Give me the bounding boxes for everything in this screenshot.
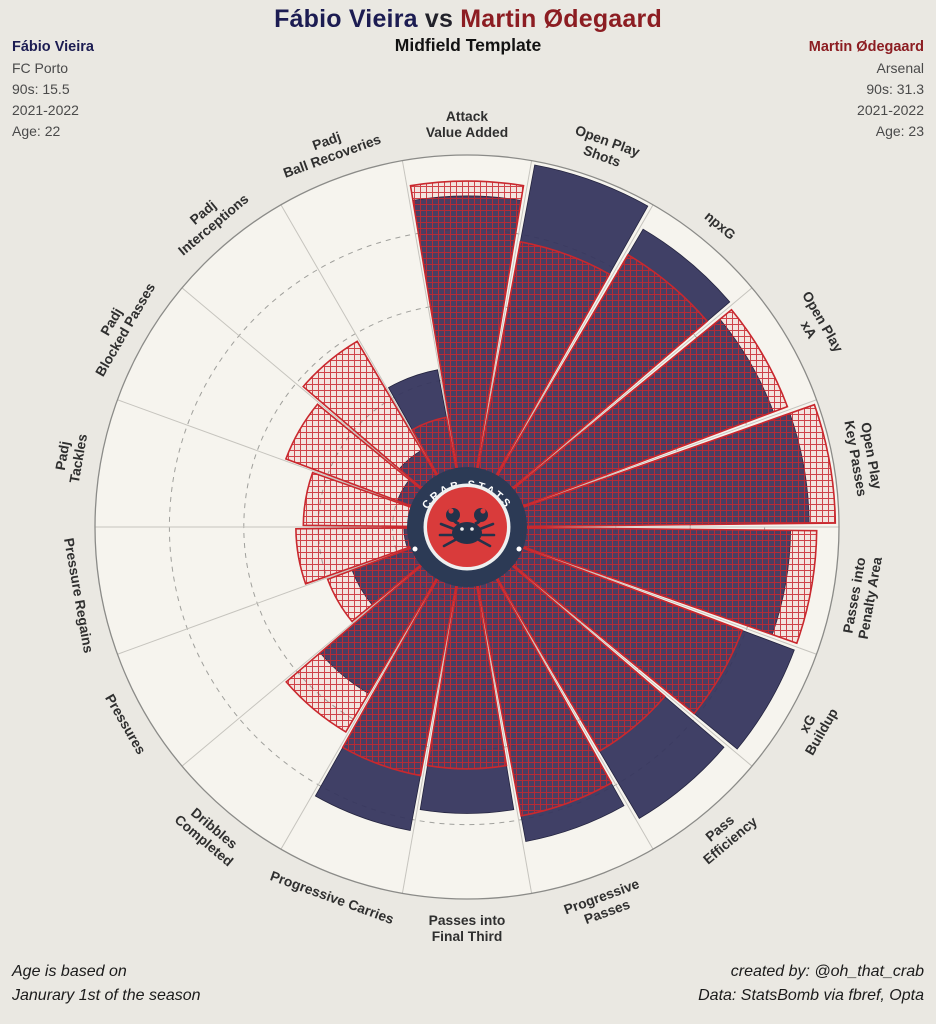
footer-credit-line2: Data: StatsBomb via fbref, Opta xyxy=(698,987,924,1004)
param-label: Open PlayShots xyxy=(568,123,642,175)
sector-player2-9 xyxy=(426,526,508,770)
footer-note: Age is based on Janurary 1st of the seas… xyxy=(12,960,201,1008)
title-player-left: Fábio Vieira xyxy=(274,5,418,33)
player-right-90s: 90s: 31.3 xyxy=(866,81,924,97)
param-label: Passes intoPenalty Area xyxy=(840,553,885,641)
sector-player2-2 xyxy=(466,253,709,528)
footer-credit-line1: created by: @oh_that_crab xyxy=(730,963,924,980)
player-info-left: Fábio Vieira FC Porto 90s: 15.5 2021-202… xyxy=(12,37,94,142)
player-info-right: Martin Ødegaard Arsenal 90s: 31.3 2021-2… xyxy=(809,37,924,142)
footer-note-line2: Janurary 1st of the season xyxy=(12,987,201,1004)
player-left-season: 2021-2022 xyxy=(12,102,79,118)
sector-player2-5 xyxy=(466,526,818,645)
sector-player2-8 xyxy=(466,526,613,817)
param-label: Pressure Regains xyxy=(61,537,96,655)
footer-note-line1: Age is based on xyxy=(12,963,127,980)
sector-player2-6 xyxy=(466,526,744,715)
sector-player2-11 xyxy=(285,526,468,733)
sector-player2-4 xyxy=(466,403,837,528)
player-left-name: Fábio Vieira xyxy=(12,39,94,55)
title-vs: vs xyxy=(424,5,454,33)
page-subtitle: Midfield Template xyxy=(394,35,542,55)
param-label: Passes into Final Third xyxy=(429,913,506,944)
sector-player2-16 xyxy=(302,340,468,528)
sector-player2-3 xyxy=(466,308,789,528)
title-player-right: Martin Ødegaard xyxy=(460,5,662,33)
sector-player2-7 xyxy=(466,526,666,753)
chart-outline xyxy=(94,154,840,900)
crab-stats-logo: CRAB STATS xyxy=(407,467,527,587)
sector-player2-10 xyxy=(341,526,468,777)
param-label: npxG xyxy=(702,209,739,243)
crab-icon xyxy=(438,508,496,548)
player-left-team: FC Porto xyxy=(12,60,69,76)
page-title: Fábio Vieira vs Martin Ødegaard xyxy=(0,5,936,34)
param-label: Attack Value Added xyxy=(426,109,508,140)
sector-player2-0 xyxy=(409,180,525,528)
param-label: Open PlayKey Passes xyxy=(841,417,885,498)
param-label: xGBuildup xyxy=(788,698,841,758)
player-left-90s: 90s: 15.5 xyxy=(12,81,70,97)
player-right-team: Arsenal xyxy=(876,60,924,76)
param-label: ProgressivePasses xyxy=(562,876,647,932)
player-right-age: Age: 23 xyxy=(875,123,924,139)
footer-credit: created by: @oh_that_crab Data: StatsBom… xyxy=(698,960,924,1008)
player-left-age: Age: 22 xyxy=(12,123,61,139)
player-right-name: Martin Ødegaard xyxy=(808,39,924,55)
sector-player2-1 xyxy=(466,240,611,528)
player-right-season: 2021-2022 xyxy=(857,102,924,118)
param-label: PadjTackles xyxy=(51,430,90,485)
